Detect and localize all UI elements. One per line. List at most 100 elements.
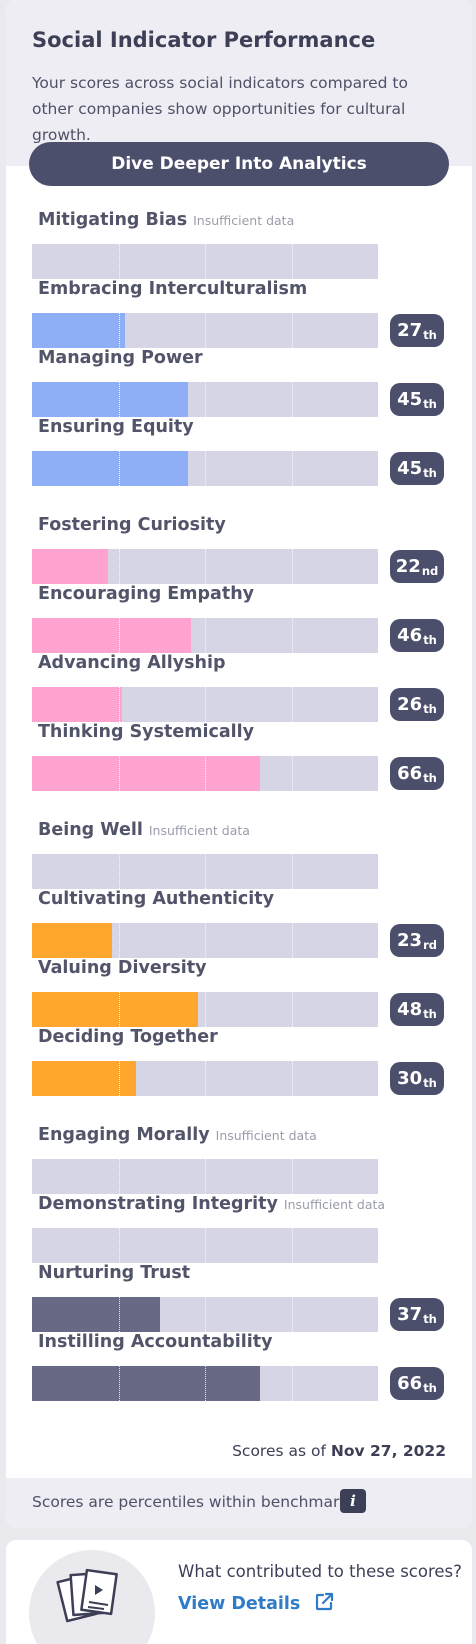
insufficient-data-note: Insufficient data	[283, 1197, 386, 1212]
indicator-bar-cultivating-authenticity[interactable]	[32, 923, 378, 958]
indicator-label-being-well: Being Well Insufficient data	[38, 820, 250, 840]
percentile-value: 46	[397, 625, 423, 646]
percentile-value: 66	[397, 1373, 423, 1394]
percentile-badge: 46th	[390, 619, 444, 652]
indicator-bar-embracing-interculturalism[interactable]	[32, 313, 378, 348]
quartile-gridline	[291, 992, 293, 1027]
percentile-value: 30	[397, 1068, 423, 1089]
indicator-label-encouraging-empathy: Encouraging Empathy	[38, 584, 254, 604]
indicator-label-cultivating-authenticity: Cultivating Authenticity	[38, 889, 274, 909]
percentile-badge: 37th	[390, 1298, 444, 1331]
info-icon[interactable]: i	[340, 1489, 366, 1513]
percentile-value: 66	[397, 763, 423, 784]
indicator-bar-fill	[32, 992, 199, 1027]
quartile-gridline	[291, 1297, 293, 1332]
percentile-value: 37	[397, 1304, 423, 1325]
indicator-bar-fill	[32, 923, 112, 958]
indicator-name: Encouraging Empathy	[38, 584, 255, 604]
indicator-label-fostering-curiosity: Fostering Curiosity	[38, 515, 226, 535]
percentile-badge: 45th	[390, 452, 444, 485]
scores-as-of: Scores as of Nov 27, 2022	[232, 1442, 446, 1460]
quartile-gridline	[205, 923, 206, 958]
quartile-gridline	[118, 992, 120, 1027]
indicator-bar-fill	[32, 618, 192, 653]
indicator-bar-fill	[32, 756, 261, 791]
percentile-value: 45	[397, 458, 423, 479]
quartile-gridline	[291, 618, 293, 653]
indicator-name: Mitigating Bias	[38, 210, 188, 230]
quartile-gridline	[291, 1228, 293, 1263]
indicator-label-deciding-together: Deciding Together	[38, 1027, 218, 1047]
percentile-suffix: th	[423, 1076, 437, 1090]
indicator-bar-nurturing-trust[interactable]	[32, 1297, 378, 1332]
indicator-bar-fill	[32, 451, 188, 486]
quartile-gridline	[205, 549, 206, 584]
quartile-gridline	[291, 313, 293, 348]
percentile-suffix: th	[423, 397, 437, 411]
indicator-name: Advancing Allyship	[38, 653, 226, 673]
indicator-bar-encouraging-empathy[interactable]	[32, 618, 378, 653]
indicator-name: Valuing Diversity	[38, 958, 207, 978]
quartile-gridline	[118, 1228, 120, 1263]
quartile-gridline	[291, 756, 293, 791]
social-indicator-card: Social Indicator Performance Your scores…	[6, 0, 472, 1528]
quartile-gridline	[291, 549, 293, 584]
insufficient-data-note: Insufficient data	[193, 213, 295, 228]
indicator-name: Cultivating Authenticity	[38, 889, 274, 909]
indicator-bar-being-well[interactable]	[32, 854, 378, 889]
indicator-bar-ensuring-equity[interactable]	[32, 451, 378, 486]
quartile-gridline	[291, 1061, 293, 1096]
indicator-bar-deciding-together[interactable]	[32, 1061, 378, 1096]
indicator-bar-instilling-accountability[interactable]	[32, 1366, 378, 1401]
quartile-gridline	[205, 618, 206, 653]
quartile-gridline	[118, 618, 120, 653]
indicator-bar-demonstrating-integrity[interactable]	[32, 1228, 378, 1263]
quartile-gridline	[118, 923, 120, 958]
view-details-link[interactable]: View Details	[178, 1592, 334, 1614]
indicator-label-advancing-allyship: Advancing Allyship	[38, 653, 226, 673]
card-subtitle: Your scores across social indicators com…	[32, 74, 408, 144]
insufficient-data-note: Insufficient data	[148, 823, 250, 838]
indicator-bar-thinking-systemically[interactable]	[32, 756, 378, 791]
quartile-gridline	[291, 1159, 293, 1194]
as-of-date: Nov 27, 2022	[330, 1442, 446, 1460]
percentile-value: 26	[397, 694, 423, 715]
percentile-suffix: th	[423, 1312, 437, 1326]
indicator-label-engaging-morally: Engaging Morally Insufficient data	[38, 1125, 317, 1145]
indicator-name: Engaging Morally	[38, 1125, 210, 1145]
external-link-icon	[316, 1592, 334, 1611]
indicator-bar-valuing-diversity[interactable]	[32, 992, 378, 1027]
indicator-bar-advancing-allyship[interactable]	[32, 687, 378, 722]
as-of-prefix: Scores as of	[232, 1442, 326, 1460]
indicator-name: Being Well	[38, 820, 143, 840]
percentile-badge: 23rd	[390, 924, 444, 957]
percentile-suffix: th	[423, 328, 437, 342]
indicator-name: Fostering Curiosity	[38, 515, 226, 535]
percentile-suffix: th	[423, 1007, 437, 1021]
quartile-gridline	[118, 1061, 120, 1096]
indicator-bar-managing-power[interactable]	[32, 382, 378, 417]
percentile-suffix: th	[423, 771, 437, 785]
quartile-gridline	[205, 854, 206, 889]
indicator-bar-engaging-morally[interactable]	[32, 1159, 378, 1194]
quartile-gridline	[205, 1159, 206, 1194]
quartile-gridline	[118, 382, 120, 417]
quartile-gridline	[291, 687, 293, 722]
quartile-gridline	[291, 244, 293, 279]
indicator-bar-fill	[32, 687, 122, 722]
quartile-gridline	[205, 1366, 206, 1401]
percentile-badge: 27th	[390, 314, 444, 347]
quartile-gridline	[118, 549, 120, 584]
quartile-gridline	[291, 451, 293, 486]
quartile-gridline	[118, 687, 120, 722]
percentile-suffix: th	[423, 466, 437, 480]
indicator-bar-mitigating-bias[interactable]	[32, 244, 378, 279]
indicator-label-instilling-accountability: Instilling Accountability	[38, 1332, 273, 1352]
card-header: Social Indicator Performance Your scores…	[6, 0, 472, 166]
percentile-value: 45	[397, 389, 423, 410]
indicator-name: Instilling Accountability	[38, 1332, 273, 1352]
dive-deeper-button[interactable]: Dive Deeper Into Analytics	[29, 142, 449, 186]
card-title: Social Indicator Performance	[32, 28, 376, 52]
indicator-bar-fill	[32, 1297, 161, 1332]
indicator-bar-fostering-curiosity[interactable]	[32, 549, 378, 584]
